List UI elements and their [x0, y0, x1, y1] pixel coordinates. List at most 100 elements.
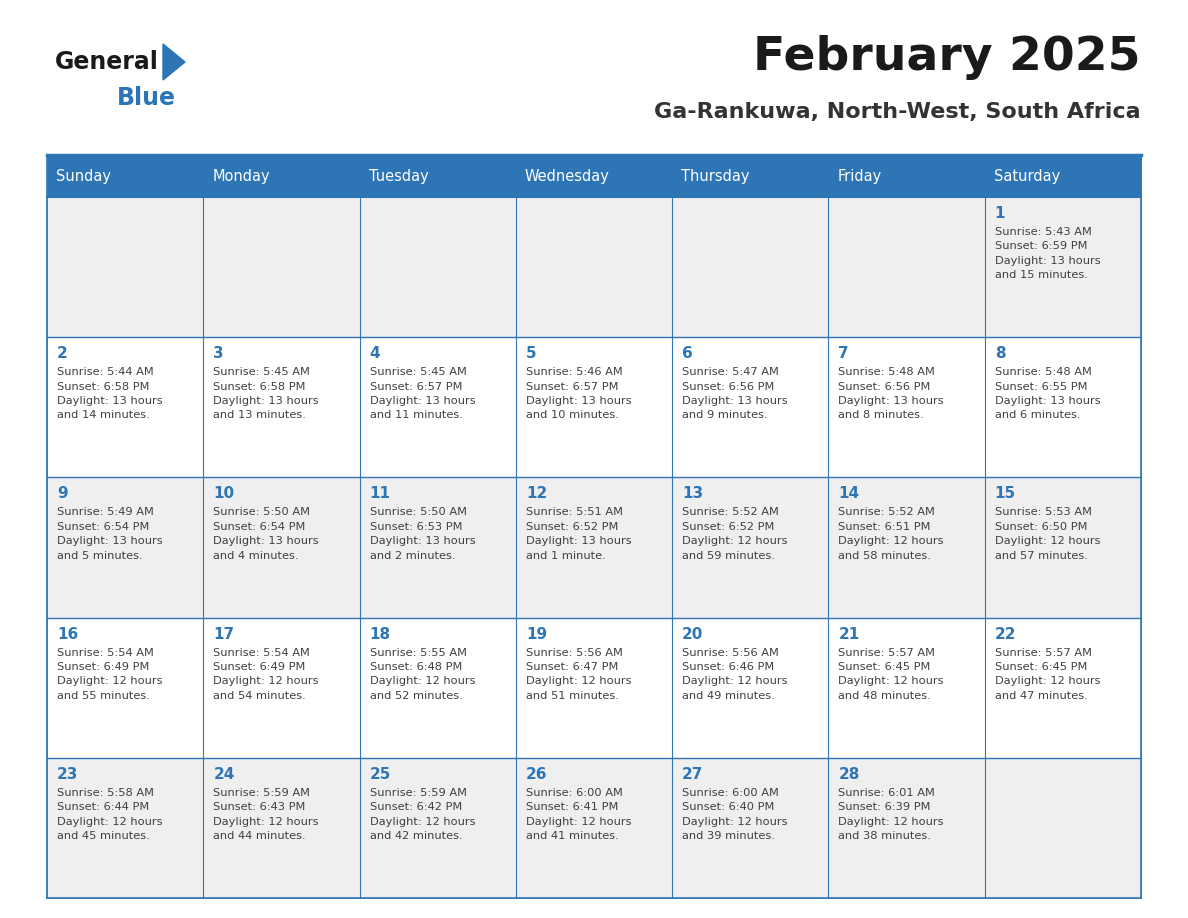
Text: Sunrise: 5:56 AM
Sunset: 6:46 PM
Daylight: 12 hours
and 49 minutes.: Sunrise: 5:56 AM Sunset: 6:46 PM Dayligh…	[682, 647, 788, 700]
Text: Sunrise: 5:57 AM
Sunset: 6:45 PM
Daylight: 12 hours
and 47 minutes.: Sunrise: 5:57 AM Sunset: 6:45 PM Dayligh…	[994, 647, 1100, 700]
Bar	[672, 155, 828, 197]
Text: 22: 22	[994, 627, 1016, 642]
Bar	[48, 757, 203, 898]
Text: 8: 8	[994, 346, 1005, 361]
Bar	[516, 757, 672, 898]
Text: 23: 23	[57, 767, 78, 782]
Text: 19: 19	[526, 627, 546, 642]
Text: Sunrise: 5:54 AM
Sunset: 6:49 PM
Daylight: 12 hours
and 54 minutes.: Sunrise: 5:54 AM Sunset: 6:49 PM Dayligh…	[214, 647, 318, 700]
Bar	[360, 757, 516, 898]
Text: Sunrise: 6:00 AM
Sunset: 6:41 PM
Daylight: 12 hours
and 41 minutes.: Sunrise: 6:00 AM Sunset: 6:41 PM Dayligh…	[526, 788, 631, 841]
Bar	[828, 477, 985, 618]
Text: Sunrise: 5:43 AM
Sunset: 6:59 PM
Daylight: 13 hours
and 15 minutes.: Sunrise: 5:43 AM Sunset: 6:59 PM Dayligh…	[994, 227, 1100, 280]
Text: Sunday: Sunday	[56, 169, 110, 184]
Bar	[203, 337, 360, 477]
Text: 2: 2	[57, 346, 68, 361]
Text: Blue: Blue	[116, 86, 176, 110]
Text: 21: 21	[839, 627, 860, 642]
Text: General: General	[55, 50, 159, 74]
Text: 26: 26	[526, 767, 548, 782]
Text: 18: 18	[369, 627, 391, 642]
Text: Sunrise: 5:47 AM
Sunset: 6:56 PM
Daylight: 13 hours
and 9 minutes.: Sunrise: 5:47 AM Sunset: 6:56 PM Dayligh…	[682, 367, 788, 420]
Text: 4: 4	[369, 346, 380, 361]
Text: 28: 28	[839, 767, 860, 782]
Text: Sunrise: 5:45 AM
Sunset: 6:57 PM
Daylight: 13 hours
and 11 minutes.: Sunrise: 5:45 AM Sunset: 6:57 PM Dayligh…	[369, 367, 475, 420]
Text: 13: 13	[682, 487, 703, 501]
Bar	[828, 155, 985, 197]
Polygon shape	[163, 44, 185, 80]
Text: 17: 17	[214, 627, 234, 642]
Bar	[203, 618, 360, 757]
Text: Sunrise: 5:57 AM
Sunset: 6:45 PM
Daylight: 12 hours
and 48 minutes.: Sunrise: 5:57 AM Sunset: 6:45 PM Dayligh…	[839, 647, 944, 700]
Text: Sunrise: 5:51 AM
Sunset: 6:52 PM
Daylight: 13 hours
and 1 minute.: Sunrise: 5:51 AM Sunset: 6:52 PM Dayligh…	[526, 508, 632, 561]
Text: Wednesday: Wednesday	[525, 169, 609, 184]
Text: Sunrise: 5:59 AM
Sunset: 6:43 PM
Daylight: 12 hours
and 44 minutes.: Sunrise: 5:59 AM Sunset: 6:43 PM Dayligh…	[214, 788, 318, 841]
Text: Sunrise: 5:53 AM
Sunset: 6:50 PM
Daylight: 12 hours
and 57 minutes.: Sunrise: 5:53 AM Sunset: 6:50 PM Dayligh…	[994, 508, 1100, 561]
Text: Sunrise: 6:00 AM
Sunset: 6:40 PM
Daylight: 12 hours
and 39 minutes.: Sunrise: 6:00 AM Sunset: 6:40 PM Dayligh…	[682, 788, 788, 841]
Bar	[516, 155, 672, 197]
Text: Sunrise: 5:55 AM
Sunset: 6:48 PM
Daylight: 12 hours
and 52 minutes.: Sunrise: 5:55 AM Sunset: 6:48 PM Dayligh…	[369, 647, 475, 700]
Text: Sunrise: 5:44 AM
Sunset: 6:58 PM
Daylight: 13 hours
and 14 minutes.: Sunrise: 5:44 AM Sunset: 6:58 PM Dayligh…	[57, 367, 163, 420]
Bar	[828, 757, 985, 898]
Text: 27: 27	[682, 767, 703, 782]
Text: Ga-Rankuwa, North-West, South Africa: Ga-Rankuwa, North-West, South Africa	[655, 102, 1140, 122]
Text: 1: 1	[994, 206, 1005, 221]
Bar	[48, 197, 203, 337]
Bar	[828, 337, 985, 477]
Text: 9: 9	[57, 487, 68, 501]
Text: 16: 16	[57, 627, 78, 642]
Bar	[360, 618, 516, 757]
Bar	[985, 477, 1140, 618]
Text: February 2025: February 2025	[753, 36, 1140, 81]
Text: Monday: Monday	[213, 169, 270, 184]
Text: Sunrise: 5:50 AM
Sunset: 6:53 PM
Daylight: 13 hours
and 2 minutes.: Sunrise: 5:50 AM Sunset: 6:53 PM Dayligh…	[369, 508, 475, 561]
Bar	[48, 155, 203, 197]
Bar	[672, 757, 828, 898]
Text: Sunrise: 5:59 AM
Sunset: 6:42 PM
Daylight: 12 hours
and 42 minutes.: Sunrise: 5:59 AM Sunset: 6:42 PM Dayligh…	[369, 788, 475, 841]
Text: 6: 6	[682, 346, 693, 361]
Bar	[203, 757, 360, 898]
Text: Sunrise: 5:58 AM
Sunset: 6:44 PM
Daylight: 12 hours
and 45 minutes.: Sunrise: 5:58 AM Sunset: 6:44 PM Dayligh…	[57, 788, 163, 841]
Bar	[516, 618, 672, 757]
Bar	[48, 618, 203, 757]
Bar	[828, 197, 985, 337]
Text: Sunrise: 5:56 AM
Sunset: 6:47 PM
Daylight: 12 hours
and 51 minutes.: Sunrise: 5:56 AM Sunset: 6:47 PM Dayligh…	[526, 647, 631, 700]
Bar	[985, 337, 1140, 477]
Bar	[360, 477, 516, 618]
Bar	[516, 197, 672, 337]
Text: Sunrise: 5:46 AM
Sunset: 6:57 PM
Daylight: 13 hours
and 10 minutes.: Sunrise: 5:46 AM Sunset: 6:57 PM Dayligh…	[526, 367, 632, 420]
Bar	[203, 477, 360, 618]
Bar	[360, 337, 516, 477]
Text: Sunrise: 5:48 AM
Sunset: 6:56 PM
Daylight: 13 hours
and 8 minutes.: Sunrise: 5:48 AM Sunset: 6:56 PM Dayligh…	[839, 367, 944, 420]
Bar	[985, 757, 1140, 898]
Text: 7: 7	[839, 346, 849, 361]
Text: 11: 11	[369, 487, 391, 501]
Bar	[985, 155, 1140, 197]
Text: 20: 20	[682, 627, 703, 642]
Text: Friday: Friday	[838, 169, 881, 184]
Text: 3: 3	[214, 346, 223, 361]
Text: 14: 14	[839, 487, 860, 501]
Bar	[360, 155, 516, 197]
Bar	[516, 337, 672, 477]
Text: 24: 24	[214, 767, 235, 782]
Bar	[203, 155, 360, 197]
Text: Tuesday: Tuesday	[368, 169, 429, 184]
Text: 25: 25	[369, 767, 391, 782]
Text: Sunrise: 5:52 AM
Sunset: 6:51 PM
Daylight: 12 hours
and 58 minutes.: Sunrise: 5:52 AM Sunset: 6:51 PM Dayligh…	[839, 508, 944, 561]
Bar	[672, 337, 828, 477]
Text: 15: 15	[994, 487, 1016, 501]
Bar	[360, 197, 516, 337]
Text: Sunrise: 5:54 AM
Sunset: 6:49 PM
Daylight: 12 hours
and 55 minutes.: Sunrise: 5:54 AM Sunset: 6:49 PM Dayligh…	[57, 647, 163, 700]
Text: 10: 10	[214, 487, 234, 501]
Bar	[985, 197, 1140, 337]
Text: Sunrise: 5:50 AM
Sunset: 6:54 PM
Daylight: 13 hours
and 4 minutes.: Sunrise: 5:50 AM Sunset: 6:54 PM Dayligh…	[214, 508, 318, 561]
Text: Sunrise: 5:45 AM
Sunset: 6:58 PM
Daylight: 13 hours
and 13 minutes.: Sunrise: 5:45 AM Sunset: 6:58 PM Dayligh…	[214, 367, 318, 420]
Bar	[985, 618, 1140, 757]
Text: Sunrise: 5:48 AM
Sunset: 6:55 PM
Daylight: 13 hours
and 6 minutes.: Sunrise: 5:48 AM Sunset: 6:55 PM Dayligh…	[994, 367, 1100, 420]
Bar	[203, 197, 360, 337]
Bar	[516, 477, 672, 618]
Text: Thursday: Thursday	[681, 169, 750, 184]
Bar	[672, 477, 828, 618]
Text: Sunrise: 5:52 AM
Sunset: 6:52 PM
Daylight: 12 hours
and 59 minutes.: Sunrise: 5:52 AM Sunset: 6:52 PM Dayligh…	[682, 508, 788, 561]
